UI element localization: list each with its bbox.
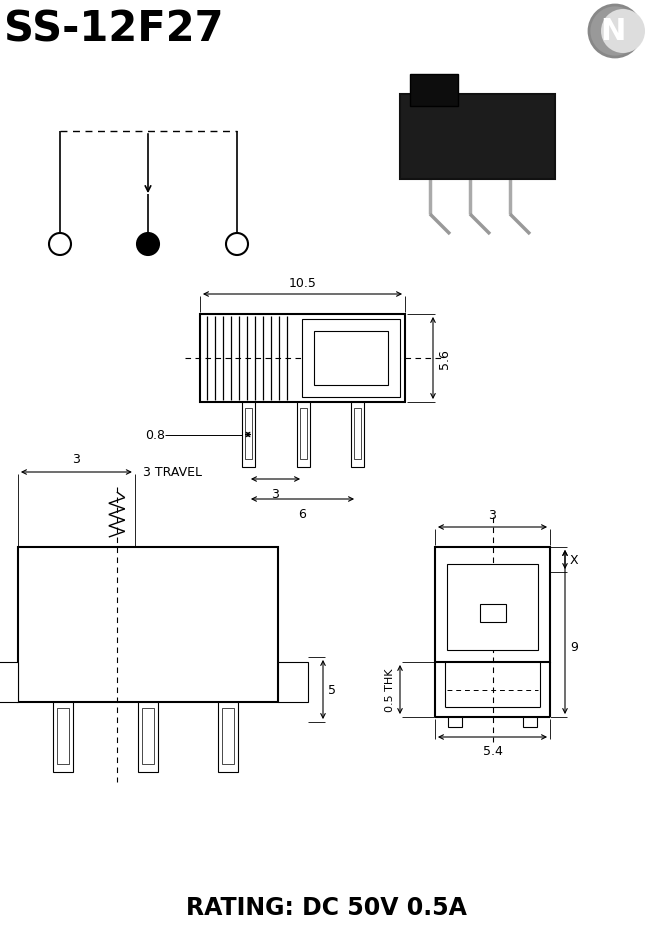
Bar (448, 717, 462, 727)
Bar (479, 604, 505, 622)
Bar (18, 548, 278, 702)
Text: 0.8: 0.8 (145, 429, 165, 442)
Bar (200, 314, 405, 402)
Circle shape (601, 10, 645, 54)
Bar (138, 702, 158, 772)
Text: 10.5: 10.5 (289, 277, 316, 289)
Text: 3: 3 (72, 452, 80, 465)
Text: 6: 6 (299, 507, 306, 520)
Bar (299, 408, 306, 460)
Bar (297, 402, 310, 467)
Text: 3: 3 (272, 488, 280, 501)
Bar (278, 663, 308, 702)
Text: X: X (570, 553, 578, 566)
Bar (241, 402, 254, 467)
Bar (53, 702, 73, 772)
Bar (314, 331, 388, 386)
Text: SS-12F27: SS-12F27 (4, 8, 224, 50)
Bar (400, 95, 555, 180)
Text: 3: 3 (488, 508, 496, 521)
Text: 5: 5 (328, 683, 336, 696)
Text: 0.5 THK: 0.5 THK (385, 668, 395, 711)
Bar (142, 709, 154, 764)
Bar (447, 564, 538, 651)
Bar (57, 709, 69, 764)
Bar (222, 709, 234, 764)
Text: 9: 9 (570, 641, 578, 654)
Bar (351, 402, 364, 467)
Text: 3 TRAVEL: 3 TRAVEL (143, 466, 202, 479)
Bar (302, 320, 400, 398)
Bar (218, 702, 238, 772)
Bar (435, 548, 550, 663)
Text: 5.4: 5.4 (482, 744, 503, 757)
Bar (0, 663, 18, 702)
Circle shape (226, 234, 248, 256)
Bar (353, 408, 361, 460)
Text: N: N (600, 18, 626, 47)
Bar (410, 75, 458, 107)
Circle shape (589, 6, 641, 58)
Bar (523, 717, 537, 727)
Circle shape (137, 234, 159, 256)
Text: RATING: DC 50V 0.5A: RATING: DC 50V 0.5A (186, 895, 466, 919)
Bar (244, 408, 252, 460)
Text: 5.6: 5.6 (438, 349, 451, 369)
Circle shape (49, 234, 71, 256)
